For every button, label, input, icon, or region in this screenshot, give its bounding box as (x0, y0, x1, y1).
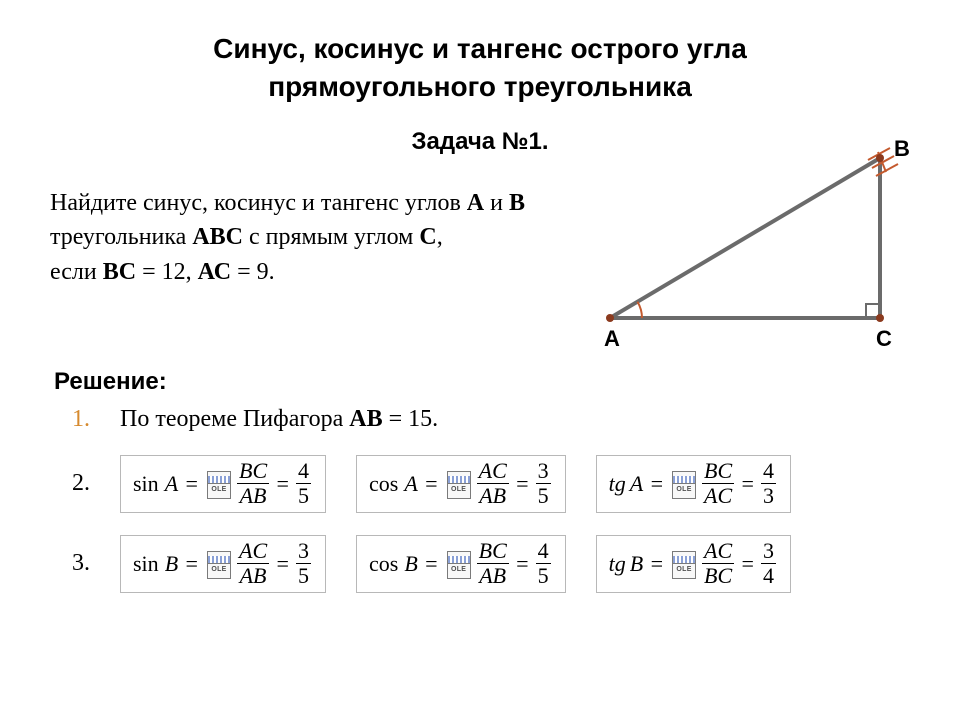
fraction: ACBC (702, 540, 734, 587)
fraction: 45 (296, 460, 311, 507)
formula-box: cosA=OLEACAB=35 (356, 455, 566, 513)
page: Синус, косинус и тангенс острого угла пр… (0, 0, 960, 720)
fraction: 43 (761, 460, 776, 507)
fraction: ACAB (237, 540, 269, 587)
ole-placeholder-icon: OLE (207, 471, 231, 499)
formula-box: tgA=OLEBCAC=43 (596, 455, 791, 513)
label-b: В (509, 190, 525, 216)
fraction: 34 (761, 540, 776, 587)
side-ab (610, 158, 880, 318)
problem-text-frag: треугольника (50, 224, 192, 250)
ole-placeholder-icon: OLE (447, 471, 471, 499)
vertex-c (876, 314, 884, 322)
fraction: BCAB (477, 540, 509, 587)
problem-text-frag: с прямым углом (243, 224, 419, 250)
step-text-frag: = 15. (383, 406, 439, 432)
problem-text-frag: Найдите синус, косинус и тангенс углов (50, 190, 467, 216)
title-line-2: прямоугольного треугольника (268, 71, 692, 102)
problem-text-frag: , (437, 224, 443, 250)
step-1: 1. По теореме Пифагора АВ = 15. (50, 406, 910, 433)
step-number: 1. (50, 406, 120, 433)
ole-placeholder-icon: OLE (672, 551, 696, 579)
formula-box: sinB=OLEACAB=35 (120, 535, 326, 593)
ole-placeholder-icon: OLE (672, 471, 696, 499)
problem-text-frag: = 12, (136, 259, 198, 285)
title-line-1: Синус, косинус и тангенс острого угла (213, 33, 747, 64)
label-abc: АВС (192, 224, 243, 250)
fraction: 35 (296, 540, 311, 587)
problem-statement: Найдите синус, косинус и тангенс углов А… (50, 186, 570, 290)
step-3: 3. sinB=OLEACAB=35 cosB=OLEBCAB=45 tgB=OLE… (50, 535, 910, 593)
vertex-b (876, 154, 884, 162)
ole-placeholder-icon: OLE (207, 551, 231, 579)
label-ab: АВ (349, 406, 382, 432)
step-2: 2. sinA=OLEBCAB=45 cosA=OLEACAB=35 tgA=OLE… (50, 455, 910, 513)
problem-text-frag: = 9. (231, 259, 275, 285)
step-3-formulas: sinB=OLEACAB=35 cosB=OLEBCAB=45 tgB=OLEACB… (120, 535, 791, 593)
vertex-a (606, 314, 614, 322)
label-c: С (419, 224, 436, 250)
step-1-text: По теореме Пифагора АВ = 15. (120, 406, 438, 433)
triangle-svg: А В С (580, 138, 920, 358)
angle-a-arc (638, 301, 643, 317)
formula-box: sinA=OLEBCAB=45 (120, 455, 326, 513)
fraction: BCAB (237, 460, 269, 507)
problem-text-frag: если (50, 259, 103, 285)
step-number: 2. (50, 470, 120, 497)
vertex-label-c: С (876, 326, 892, 351)
fraction: 45 (536, 540, 551, 587)
label-a: А (467, 190, 484, 216)
problem-section: Найдите синус, косинус и тангенс углов А… (50, 168, 910, 358)
step-2-formulas: sinA=OLEBCAB=45 cosA=OLEACAB=35 tgA=OLEBCA… (120, 455, 791, 513)
step-number: 3. (50, 550, 120, 577)
vertex-label-a: А (604, 326, 620, 351)
solution-steps: 1. По теореме Пифагора АВ = 15. 2. sinA=… (50, 406, 910, 593)
formula-box: tgB=OLEACBC=34 (596, 535, 791, 593)
triangle-figure: А В С (580, 138, 920, 358)
fraction: 35 (536, 460, 551, 507)
fraction: BCAC (702, 460, 734, 507)
step-text-frag: По теореме Пифагора (120, 406, 349, 432)
formula-box: cosB=OLEBCAB=45 (356, 535, 566, 593)
fraction: ACAB (477, 460, 509, 507)
vertex-label-b: В (894, 138, 910, 161)
label-bc: ВС (103, 259, 136, 285)
solution-heading: Решение: (54, 368, 910, 396)
page-title: Синус, косинус и тангенс острого угла пр… (50, 30, 910, 106)
label-ac: АС (198, 259, 231, 285)
ole-placeholder-icon: OLE (447, 551, 471, 579)
problem-text-frag: и (484, 190, 509, 216)
